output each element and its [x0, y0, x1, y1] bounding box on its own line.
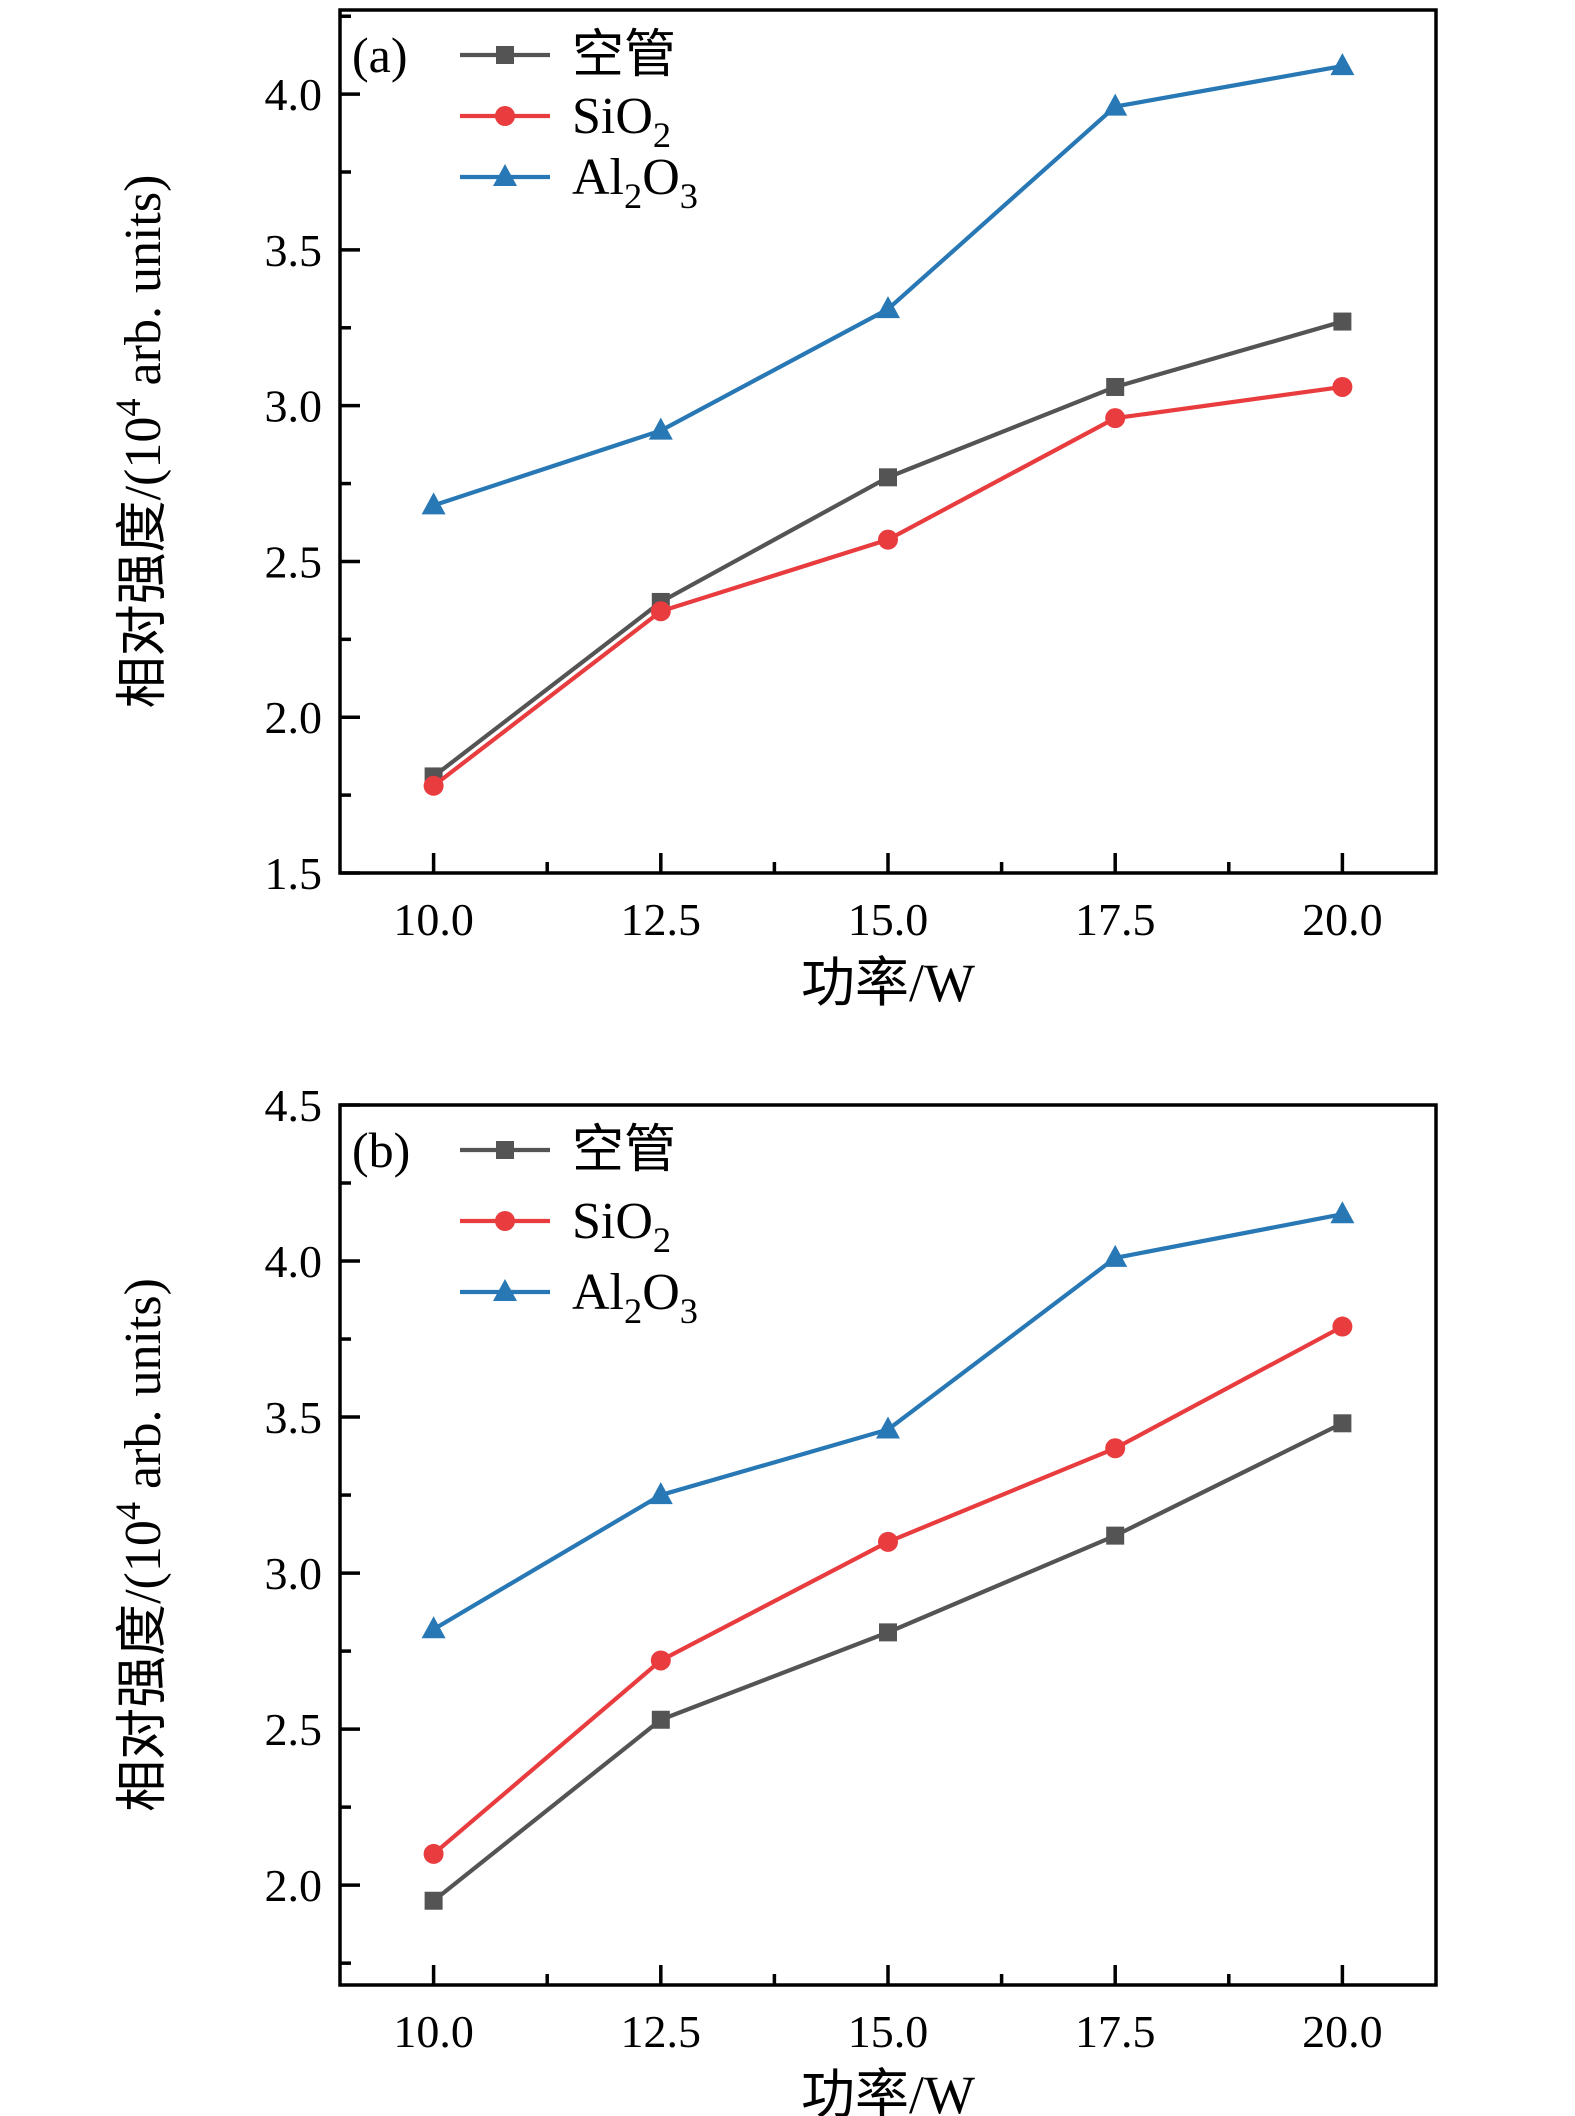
x-axis-tick-label: 10.0: [393, 894, 474, 945]
series-marker: [878, 529, 898, 550]
y-axis-tick-label: 2.0: [265, 692, 323, 743]
series-Al2O3: [421, 53, 1355, 515]
series-marker: [424, 1891, 443, 1910]
series-marker: [648, 1482, 673, 1505]
series-SiO2: [423, 376, 1353, 796]
series-marker: [1103, 93, 1128, 116]
legend-marker: [495, 1211, 515, 1231]
legend-marker: [493, 164, 517, 186]
series-marker: [648, 417, 673, 440]
series-marker: [650, 601, 671, 622]
legend-marker: [496, 1141, 514, 1159]
series-marker: [878, 1531, 898, 1552]
legend-item: Al2O3: [460, 149, 698, 216]
series-SiO2: [423, 1316, 1353, 1864]
series-marker: [1330, 1201, 1355, 1224]
chart-b: 10.0 12.5 15.0 17.5 20.0 2.0 2.5 3.0 3.5 4.0 4.5 (b…: [108, 1080, 1438, 2116]
series-Al2O3: [421, 1201, 1355, 1639]
legend-item: SiO2: [460, 88, 671, 155]
legend-label: SiO2: [572, 1193, 671, 1260]
series-marker: [1333, 1414, 1352, 1433]
y-axis-tick-label: 1.5: [265, 848, 323, 899]
series-marker: [1106, 377, 1125, 396]
legend-label: Al2O3: [572, 1264, 698, 1331]
series-marker: [1105, 408, 1126, 429]
series-marker: [1103, 1244, 1128, 1267]
x-axis-tick-label: 12.5: [621, 2006, 702, 2057]
y-axis: 1.5 2.0 2.5 3.0 3.5 4.0: [265, 14, 360, 899]
legend-marker: [495, 106, 515, 126]
y-axis-tick-label: 4.0: [265, 69, 323, 120]
y-axis-tick-label: 4.5: [265, 1080, 323, 1131]
x-axis-tick-label: 17.5: [1075, 2006, 1156, 2057]
x-axis: 10.0 12.5 15.0 17.5 20.0: [393, 1965, 1383, 2057]
y-axis-tick-label: 3.0: [265, 381, 323, 432]
x-axis-tick-label: 17.5: [1075, 894, 1156, 945]
legend-label: SiO2: [572, 88, 671, 155]
series-marker: [421, 492, 446, 515]
y-axis-tick-label: 3.5: [265, 1392, 323, 1443]
y-axis-label: 相对强度/(104 arb. units): [108, 175, 172, 709]
legend-marker: [493, 1279, 517, 1301]
series-marker: [423, 775, 444, 796]
legend-item: 空管: [460, 27, 676, 84]
x-axis-tick-label: 12.5: [621, 894, 702, 945]
x-axis-tick-label: 15.0: [848, 2006, 929, 2057]
y-axis-label: 相对强度/(104 arb. units): [108, 1278, 172, 1812]
plot-frame: [338, 8, 1438, 875]
series-marker: [1332, 376, 1353, 397]
legend-item: SiO2: [460, 1193, 671, 1260]
x-axis-label: 功率/W: [801, 953, 975, 1013]
series-line: [432, 384, 1343, 788]
series-marker: [421, 1616, 446, 1639]
legend-marker: [496, 46, 514, 64]
series-line: [432, 64, 1343, 508]
y-axis-tick-label: 2.5: [265, 1704, 323, 1755]
series-marker: [1106, 1526, 1125, 1545]
series-marker: [1332, 1316, 1353, 1337]
legend-label: Al2O3: [572, 149, 698, 216]
series-marker: [1330, 53, 1355, 76]
y-axis-tick-label: 3.0: [265, 1548, 323, 1599]
y-axis-tick-label: 2.0: [265, 1860, 323, 1911]
legend-item: 空管: [460, 1122, 676, 1179]
series-line: [432, 1324, 1344, 1856]
x-axis-tick-label: 20.0: [1302, 894, 1383, 945]
y-axis: 2.0 2.5 3.0 3.5 4.0 4.5: [265, 1080, 360, 1965]
legend-label: 空管: [572, 27, 676, 84]
y-axis-tick-label: 3.5: [265, 225, 323, 276]
legend-label: 空管: [572, 1122, 676, 1179]
x-axis-tick-label: 10.0: [393, 2006, 474, 2057]
series-marker: [650, 1650, 671, 1671]
chart-a: 10.0 12.5 15.0 17.5 20.0 1.5 2.0 2.5 3.0 3.5 4.0 (a…: [108, 8, 1438, 1013]
series-kongguan: [424, 1414, 1352, 1910]
series-marker: [1333, 312, 1352, 331]
series-marker: [876, 296, 900, 319]
series-marker: [876, 1416, 900, 1439]
series-marker: [423, 1843, 444, 1864]
series-marker: [879, 468, 897, 487]
panel-label: (a): [352, 27, 408, 83]
series-line: [432, 1421, 1344, 1903]
x-axis-tick-label: 15.0: [848, 894, 929, 945]
series-marker: [879, 1623, 897, 1642]
x-axis-tick-label: 20.0: [1302, 2006, 1383, 2057]
y-axis-tick-label: 2.5: [265, 536, 323, 587]
x-axis-label: 功率/W: [801, 2065, 975, 2116]
y-axis-tick-label: 4.0: [265, 1236, 323, 1287]
x-axis: 10.0 12.5 15.0 17.5 20.0: [393, 853, 1383, 945]
series-marker: [651, 1710, 670, 1729]
legend-item: Al2O3: [460, 1264, 698, 1331]
series-marker: [1105, 1438, 1126, 1459]
panel-label: (b): [352, 1122, 410, 1178]
